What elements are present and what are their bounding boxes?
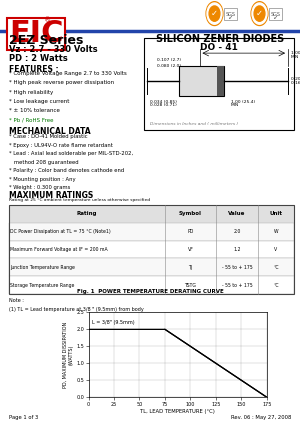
Text: TSTG: TSTG [184,283,196,288]
Text: Vz : 2.7 - 330 Volts: Vz : 2.7 - 330 Volts [9,45,98,54]
Text: - 55 to + 175: - 55 to + 175 [222,283,252,288]
Text: * High peak reverse power dissipation: * High peak reverse power dissipation [9,80,114,85]
Text: 1.2: 1.2 [233,247,241,252]
Text: * Complete Voltage Range 2.7 to 330 Volts: * Complete Voltage Range 2.7 to 330 Volt… [9,71,127,76]
Text: W: W [274,229,278,234]
Bar [268,8,282,20]
Text: ®: ® [44,17,51,23]
Text: 0.034 (0.85): 0.034 (0.85) [150,100,177,104]
Text: Value: Value [228,211,246,216]
Bar [9,205,294,223]
Text: 0.080 (2.0): 0.080 (2.0) [158,64,182,68]
Text: 0.205 (5.2): 0.205 (5.2) [291,77,300,82]
Bar [9,276,294,294]
Text: SGS: SGS [270,11,280,17]
Text: 1.00 (25.4): 1.00 (25.4) [291,51,300,55]
Text: 2EZ Series: 2EZ Series [9,34,83,47]
Text: MAXIMUM RATINGS: MAXIMUM RATINGS [9,191,93,200]
Text: * High reliability: * High reliability [9,90,53,95]
Bar [9,241,294,258]
Text: VF: VF [188,247,194,252]
Text: TJ: TJ [188,265,193,270]
Text: DO - 41: DO - 41 [200,42,238,51]
Text: 0.028 (0.71): 0.028 (0.71) [150,103,177,108]
Text: Unit: Unit [269,211,283,216]
Text: 1.00 (25.4): 1.00 (25.4) [231,100,255,104]
Text: ✓: ✓ [256,9,263,18]
Text: ✓: ✓ [227,15,233,21]
Text: V: V [274,247,278,252]
Text: * Polarity : Color band denotes cathode end: * Polarity : Color band denotes cathode … [9,168,124,173]
Text: Maximum Forward Voltage at IF = 200 mA: Maximum Forward Voltage at IF = 200 mA [11,247,108,252]
Text: 2.0: 2.0 [233,229,241,234]
Text: * Weight : 0.300 grams: * Weight : 0.300 grams [9,185,70,190]
Text: L = 3/8" (9.5mm): L = 3/8" (9.5mm) [92,320,134,325]
Text: * Low leakage current: * Low leakage current [9,99,69,104]
Circle shape [251,2,268,25]
Bar [224,8,237,20]
Text: Rating: Rating [77,211,97,216]
Text: Fig. 1  POWER TEMPERATURE DERATING CURVE: Fig. 1 POWER TEMPERATURE DERATING CURVE [76,289,224,294]
Y-axis label: PD, MAXIMUM DISSIPATION
(WATTS): PD, MAXIMUM DISSIPATION (WATTS) [63,322,74,388]
Text: 0.165 (4.2): 0.165 (4.2) [291,81,300,85]
Text: SILICON ZENER DIODES: SILICON ZENER DIODES [156,34,284,44]
Bar [9,258,294,276]
Text: Junction Temperature Range: Junction Temperature Range [11,265,75,270]
Bar [9,223,294,241]
Text: ✓: ✓ [272,15,278,21]
Text: Dimensions in Inches and ( millimeters ): Dimensions in Inches and ( millimeters ) [150,122,238,126]
Text: EIC: EIC [9,19,64,48]
Text: FEATURES :: FEATURES : [9,65,58,74]
Text: * Lead : Axial lead solderable per MIL-STD-202,: * Lead : Axial lead solderable per MIL-S… [9,151,133,156]
Circle shape [207,3,222,24]
Text: - 55 to + 175: - 55 to + 175 [222,265,252,270]
Text: MIN: MIN [291,54,299,59]
Text: * ± 10% tolerance: * ± 10% tolerance [9,108,60,113]
Text: Rating at 25 °C ambient temperature unless otherwise specified: Rating at 25 °C ambient temperature unle… [9,198,150,201]
Text: MECHANICAL DATA: MECHANICAL DATA [9,128,91,136]
Text: Note :: Note : [9,298,24,303]
Text: Storage Temperature Range: Storage Temperature Range [11,283,75,288]
Text: Rev. 06 : May 27, 2008: Rev. 06 : May 27, 2008 [231,415,291,420]
Text: 0.107 (2.7): 0.107 (2.7) [158,59,182,62]
Text: method 208 guaranteed: method 208 guaranteed [9,160,79,165]
Bar [178,66,224,96]
Text: MIN: MIN [231,103,239,108]
Bar [144,38,294,130]
Bar [9,205,294,294]
Text: DC Power Dissipation at TL = 75 °C (Note1): DC Power Dissipation at TL = 75 °C (Note… [11,229,111,234]
Text: Page 1 of 3: Page 1 of 3 [9,415,38,420]
Text: °C: °C [273,283,279,288]
Circle shape [206,2,223,25]
Text: * Pb / RoHS Free: * Pb / RoHS Free [9,118,53,123]
Circle shape [252,3,267,24]
Text: SGS: SGS [225,11,236,17]
Text: °C: °C [273,265,279,270]
Text: PD: PD [187,229,194,234]
Text: Symbol: Symbol [179,211,202,216]
Text: * Mounting position : Any: * Mounting position : Any [9,177,76,182]
Text: (1) TL = Lead temperature at 3/8 " (9.5mm) from body: (1) TL = Lead temperature at 3/8 " (9.5m… [9,307,144,312]
Text: * Case : DO-41 Molded plastic: * Case : DO-41 Molded plastic [9,134,88,139]
X-axis label: TL, LEAD TEMPERATURE (°C): TL, LEAD TEMPERATURE (°C) [140,409,215,414]
Bar [217,66,224,96]
Circle shape [209,6,220,21]
Text: * Epoxy : UL94V-O rate flame retardant: * Epoxy : UL94V-O rate flame retardant [9,143,113,148]
Circle shape [254,6,265,21]
Text: ✓: ✓ [211,9,218,18]
Text: PD : 2 Watts: PD : 2 Watts [9,54,68,63]
